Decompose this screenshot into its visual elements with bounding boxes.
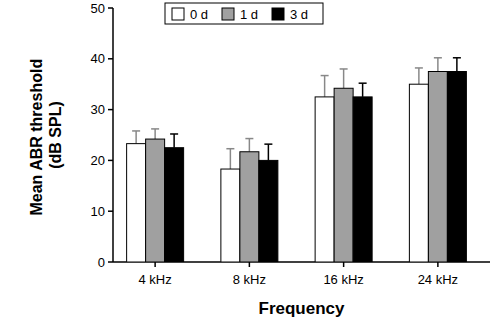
y-tick [108, 160, 113, 162]
error-line [418, 68, 420, 84]
y-tick [108, 109, 113, 111]
legend-label: 0 d [190, 7, 208, 22]
bar [447, 72, 466, 263]
bar [428, 72, 447, 263]
error-line [456, 58, 458, 72]
legend-swatch [172, 8, 184, 20]
error-line [362, 83, 364, 97]
x-tick-label: 16 kHz [323, 272, 363, 287]
error-line [230, 149, 232, 169]
y-tick [108, 58, 113, 60]
y-tick-label: 20 [91, 153, 105, 168]
error-line [173, 134, 175, 148]
error-line [343, 69, 345, 88]
error-bar [340, 69, 348, 88]
y-axis-title-line: (dB SPL) [47, 101, 64, 169]
error-bar [321, 76, 329, 97]
y-axis [112, 8, 114, 262]
error-cap [321, 75, 329, 77]
error-bar [226, 149, 234, 169]
error-cap [359, 82, 367, 84]
error-cap [132, 130, 140, 132]
legend-label: 3 d [290, 7, 308, 22]
bar [409, 84, 428, 262]
x-tick-label: 4 kHz [139, 272, 172, 287]
error-cap [151, 128, 159, 130]
error-cap [170, 133, 178, 135]
legend-box [165, 3, 323, 24]
y-axis-title-line: Mean ABR threshold [28, 54, 45, 215]
x-tick [249, 262, 251, 267]
bar [334, 88, 353, 262]
x-tick-label: 8 kHz [233, 272, 266, 287]
x-tick [154, 262, 156, 267]
error-line [437, 58, 439, 72]
x-axis-title: Frequency [259, 299, 346, 318]
error-bar [132, 131, 140, 144]
x-tick [437, 262, 439, 267]
bar [146, 139, 165, 262]
chart-svg: 0 10 20 30 40 50 4 kHz 8 kHz 16 kHz 24 kHz Frequen… [0, 0, 500, 323]
legend-swatch [272, 8, 284, 20]
bar [259, 160, 278, 262]
x-tick [343, 262, 345, 267]
bar [240, 152, 259, 262]
y-tick-label: 40 [91, 51, 105, 66]
x-tick-label: 24 kHz [418, 272, 458, 287]
error-bar [245, 139, 253, 152]
error-cap [340, 68, 348, 70]
error-line [268, 144, 270, 160]
y-tick-label: 30 [91, 102, 105, 117]
bar [353, 97, 372, 262]
y-tick [108, 261, 113, 263]
legend: 0 d 1 d 3 d [165, 3, 323, 24]
error-bar [359, 83, 367, 97]
error-cap [226, 148, 234, 150]
bar [315, 97, 334, 262]
y-tick-label: 10 [91, 204, 105, 219]
error-line [324, 76, 326, 97]
bar [221, 169, 240, 262]
y-tick [108, 210, 113, 212]
error-bar [151, 129, 159, 139]
error-cap [264, 143, 272, 145]
y-axis-title: Mean ABR threshold (dB SPL) [28, 54, 64, 215]
chart-root: 0 10 20 30 40 50 4 kHz 8 kHz 16 kHz 24 kHz Frequen… [0, 0, 500, 323]
error-bar [453, 58, 461, 72]
error-cap [453, 57, 461, 59]
error-bar [264, 144, 272, 160]
error-bar [434, 58, 442, 72]
legend-swatch [222, 8, 234, 20]
error-cap [434, 57, 442, 59]
bar [127, 144, 146, 262]
error-bar [170, 134, 178, 148]
error-line [249, 139, 251, 152]
error-cap [245, 138, 253, 140]
error-bar [415, 68, 423, 84]
error-cap [415, 67, 423, 69]
bar [165, 148, 184, 262]
error-line [154, 129, 156, 139]
y-tick-label: 0 [98, 255, 105, 270]
y-tick-label: 50 [91, 1, 105, 16]
plot-area [127, 58, 467, 262]
error-line [135, 131, 137, 144]
legend-label: 1 d [240, 7, 258, 22]
y-tick [108, 7, 113, 9]
